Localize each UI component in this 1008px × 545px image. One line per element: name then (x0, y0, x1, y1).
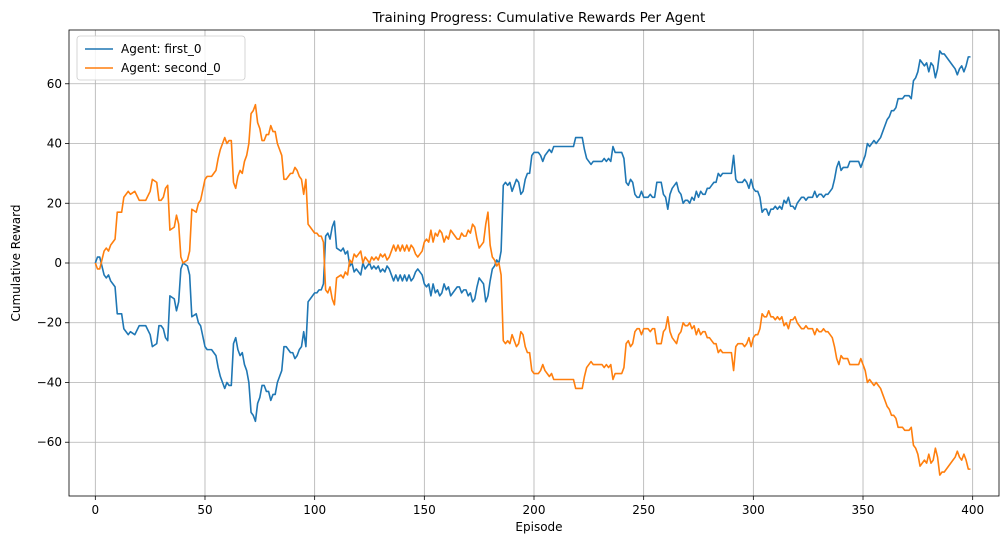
legend: Agent: first_0 Agent: second_0 (76, 35, 246, 81)
x-tick-label: 150 (413, 503, 436, 517)
legend-label: Agent: second_0 (121, 61, 221, 75)
legend-label: Agent: first_0 (121, 42, 201, 56)
x-tick-label: 200 (523, 503, 546, 517)
series-line-1 (94, 50, 971, 423)
y-tick-label: 0 (54, 256, 62, 270)
legend-box (76, 35, 246, 81)
y-axis-ticks: −60 −40 −20 0 20 40 60 (37, 77, 69, 449)
y-tick-label: −60 (37, 435, 62, 449)
x-tick-label: 300 (742, 503, 765, 517)
x-tick-label: 400 (961, 503, 984, 517)
y-tick-label: 40 (47, 137, 62, 151)
y-tick-label: 60 (47, 77, 62, 91)
x-tick-label: 50 (197, 503, 212, 517)
series-layer (94, 50, 971, 476)
y-axis-label: Cumulative Reward (9, 205, 23, 322)
chart-title: Training Progress: Cumulative Rewards Pe… (372, 10, 706, 26)
y-tick-label: 20 (47, 196, 62, 210)
y-tick-label: −40 (37, 375, 62, 389)
x-tick-label: 250 (632, 503, 655, 517)
x-tick-label: 350 (852, 503, 875, 517)
grid (69, 30, 999, 496)
y-tick-label: −20 (37, 316, 62, 330)
series-line-2 (94, 103, 971, 476)
x-axis-label: Episode (515, 520, 562, 534)
x-tick-label: 100 (303, 503, 326, 517)
x-tick-label: 0 (92, 503, 100, 517)
x-axis-ticks: 0 50 100 150 200 250 300 350 400 (92, 496, 984, 517)
